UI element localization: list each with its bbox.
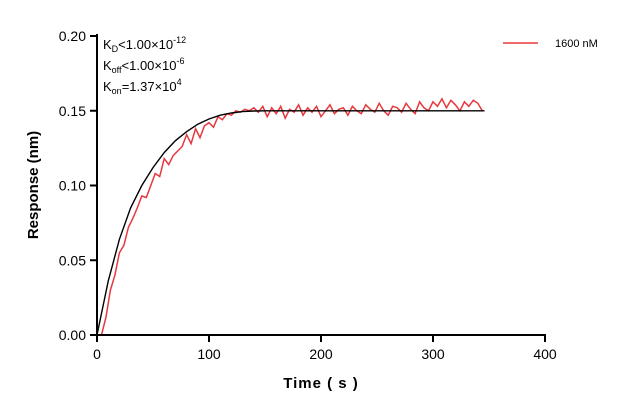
y-tick-label: 0.10 (59, 178, 86, 194)
legend: 1600 nM (503, 38, 598, 50)
fit-curve (96, 110, 485, 336)
y-tick-label: 0.05 (59, 252, 86, 268)
series-line-1600nm (97, 97, 483, 336)
annotation-koff: Koff<1.00×10-6 (103, 56, 184, 75)
legend-label: 1600 nM (555, 38, 598, 50)
x-tick-label: 200 (309, 346, 333, 362)
x-tick-label: 300 (421, 346, 445, 362)
annotation-kD: KD<1.00×10-12 (103, 35, 186, 54)
x-tick-label: 100 (197, 346, 221, 362)
x-tick-label: 400 (533, 346, 557, 362)
kinetic-annotations: KD<1.00×10-12 Koff<1.00×10-6 Kon=1.37×104 (103, 35, 186, 96)
x-tick-label: 0 (93, 346, 101, 362)
annotation-kon: Kon=1.37×104 (103, 77, 182, 96)
y-tick-label: 0.20 (59, 28, 86, 44)
y-tick-label: 0.15 (59, 103, 86, 119)
y-axis-label: Response (nm) (25, 131, 42, 239)
x-axis-label: Time ( s ) (283, 375, 359, 392)
y-tick-label: 0.00 (59, 327, 86, 343)
